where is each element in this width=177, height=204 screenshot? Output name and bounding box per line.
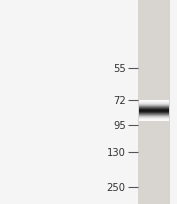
Text: 55: 55 — [113, 63, 126, 73]
Bar — [139, 106, 169, 107]
Bar — [139, 117, 169, 118]
Bar — [139, 120, 169, 121]
Bar — [139, 113, 169, 114]
Bar — [139, 112, 169, 113]
Bar — [139, 121, 169, 122]
Bar — [139, 103, 169, 104]
Bar — [139, 107, 169, 108]
Bar — [139, 118, 169, 119]
Bar — [139, 105, 169, 106]
Bar — [139, 107, 169, 108]
Bar — [139, 111, 169, 112]
Bar — [139, 108, 169, 109]
Text: 130: 130 — [107, 147, 126, 157]
Bar — [139, 119, 169, 120]
Bar — [139, 101, 169, 102]
Bar — [139, 118, 169, 119]
Bar — [139, 115, 169, 116]
Bar — [139, 110, 169, 111]
Bar — [139, 105, 169, 106]
Bar — [139, 110, 169, 111]
Text: 250: 250 — [107, 182, 126, 192]
Bar — [139, 100, 169, 101]
Bar — [138, 0, 170, 204]
Bar — [139, 100, 169, 101]
Bar — [139, 116, 169, 117]
Bar — [139, 115, 169, 116]
Bar — [139, 114, 169, 115]
Bar — [139, 112, 169, 113]
Bar — [139, 114, 169, 115]
Bar — [139, 116, 169, 117]
Bar — [139, 101, 169, 102]
Bar — [139, 102, 169, 103]
Text: 72: 72 — [113, 96, 126, 106]
Bar — [139, 108, 169, 109]
Bar — [139, 109, 169, 110]
Text: 95: 95 — [113, 121, 126, 130]
Bar — [139, 109, 169, 110]
Bar — [139, 119, 169, 120]
Bar — [139, 111, 169, 112]
Bar — [139, 113, 169, 114]
Bar — [139, 117, 169, 118]
Bar — [139, 104, 169, 105]
Bar — [139, 106, 169, 107]
